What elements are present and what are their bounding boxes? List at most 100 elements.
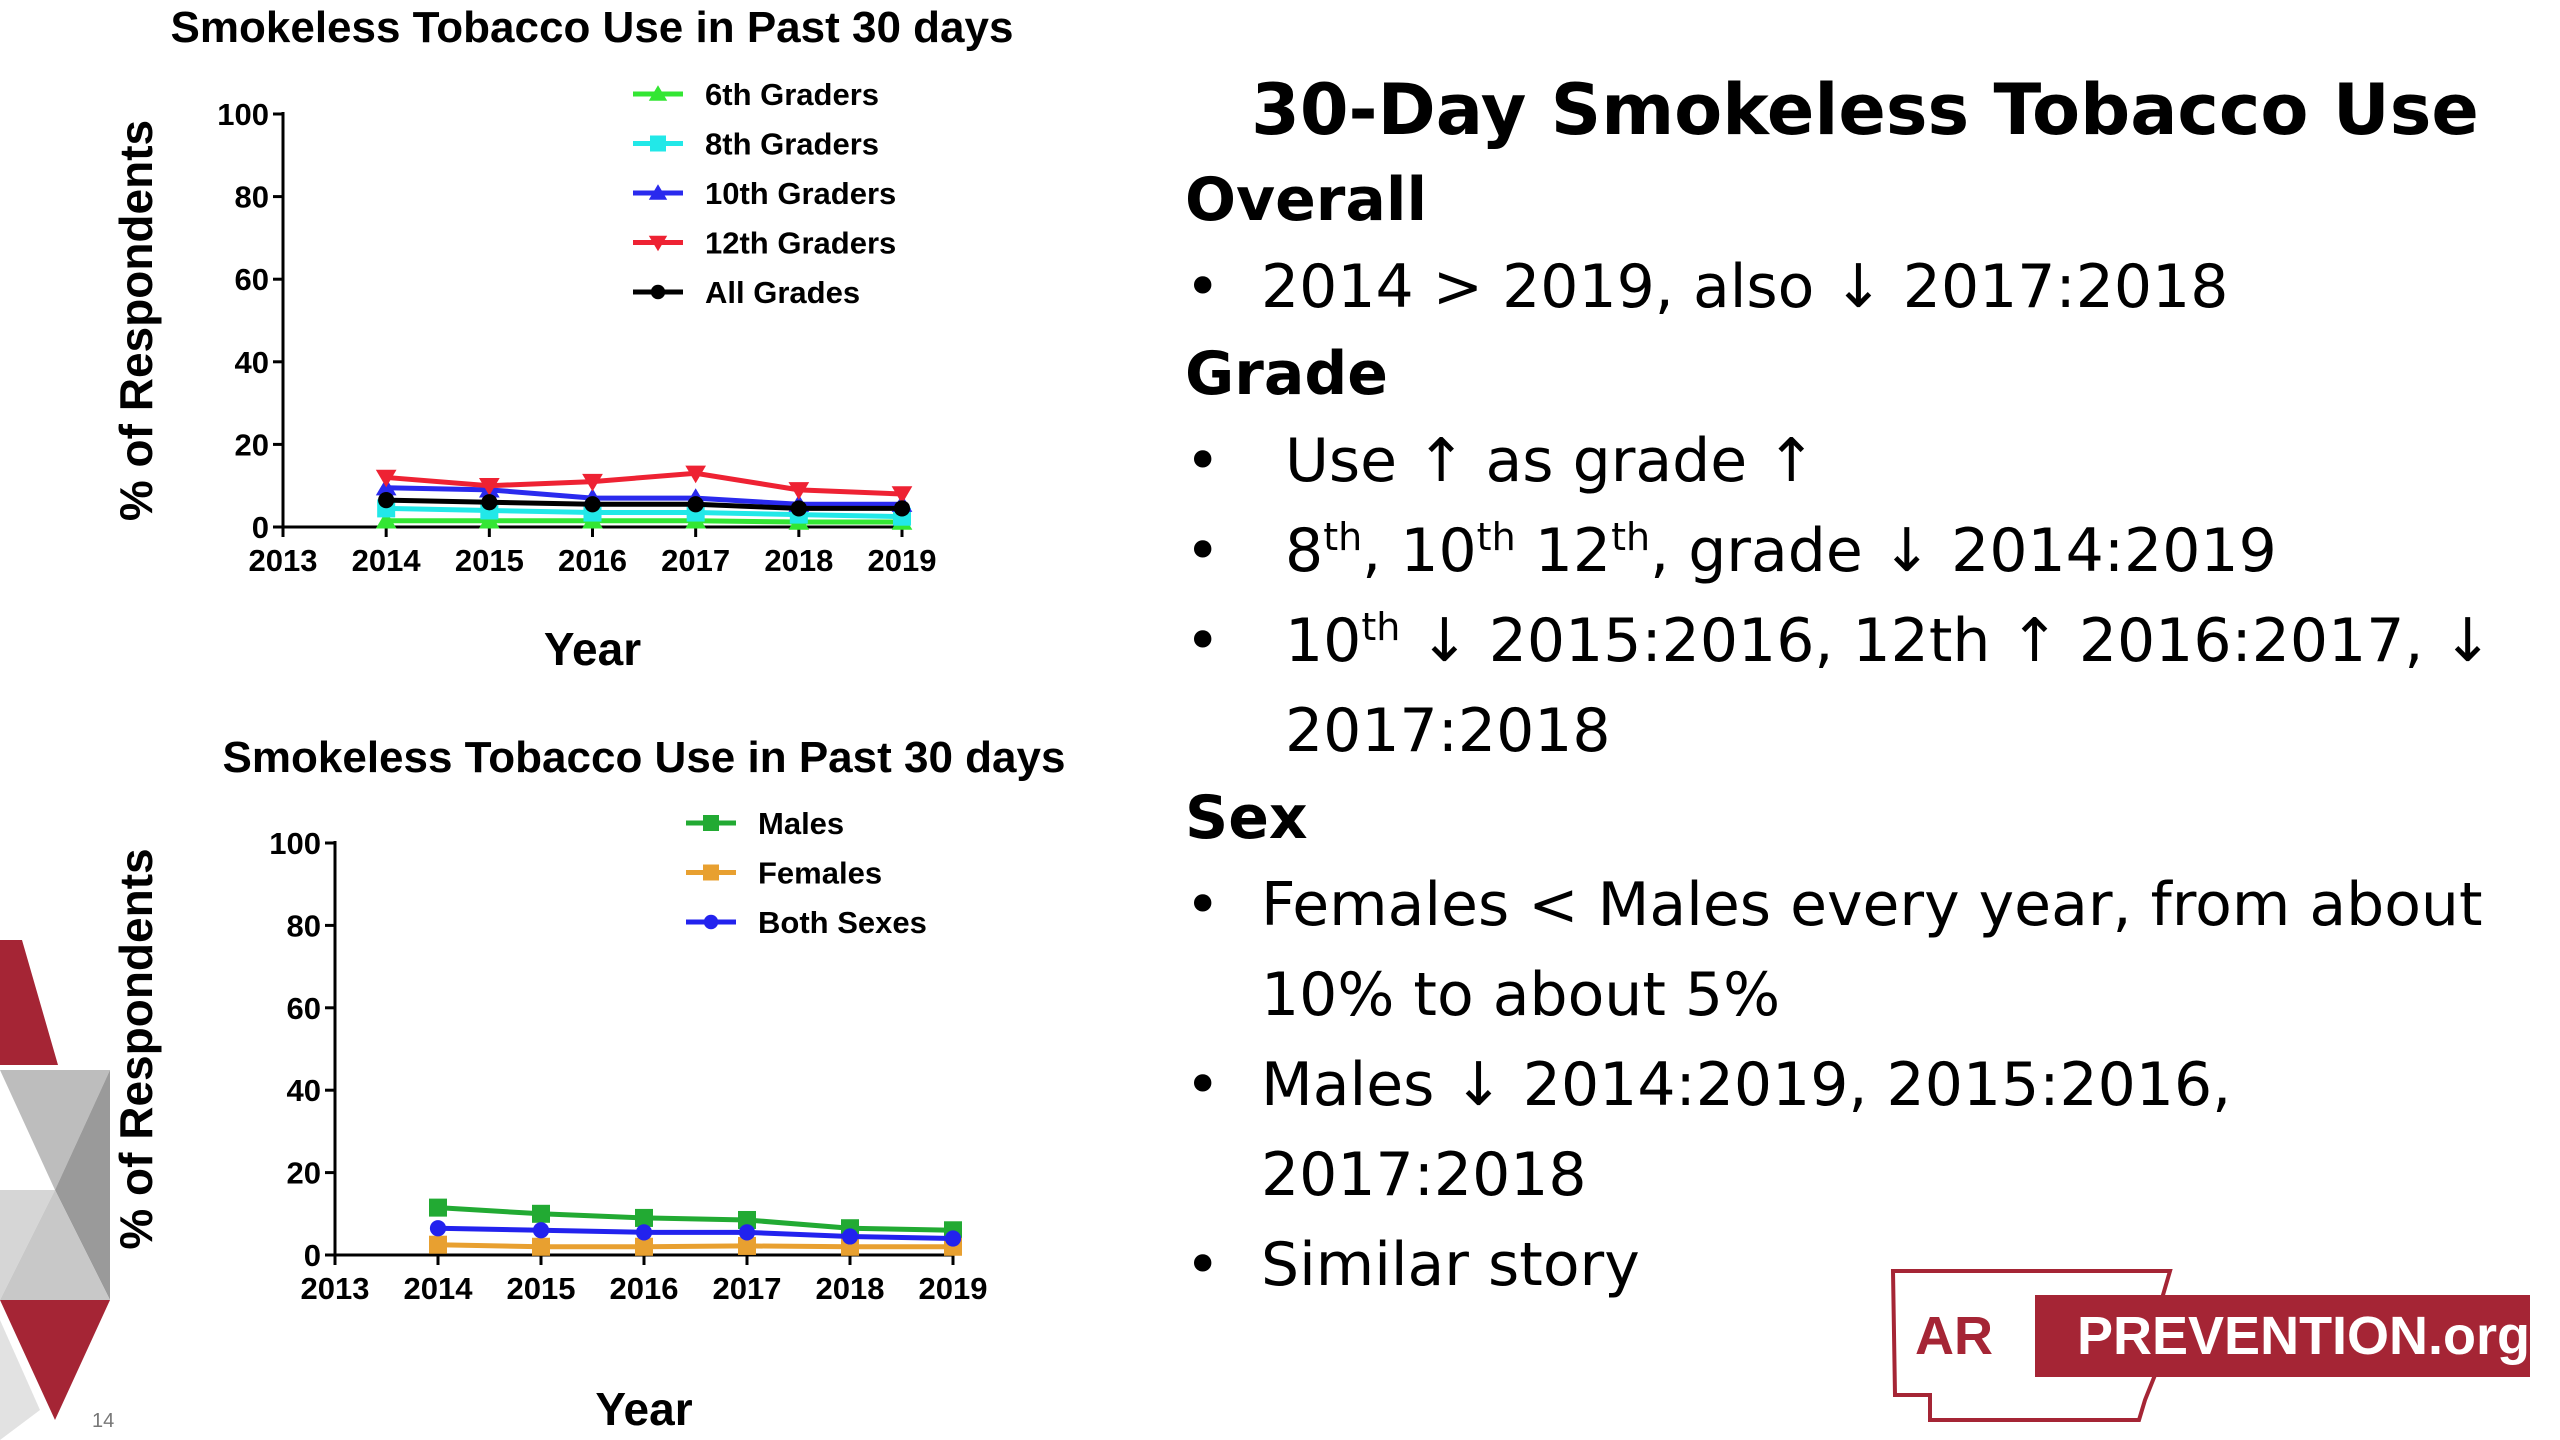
legend-marker	[648, 184, 668, 200]
logo-ar-text: AR	[1915, 1306, 1993, 1366]
data-point	[687, 496, 704, 513]
page-number: 14	[92, 1410, 115, 1432]
deco-triangle	[0, 1190, 110, 1300]
y-tick-label: 100	[269, 826, 321, 861]
grade-list: Use ↑ as grade ↑ 8th, 10th 12th, grade ↓…	[1185, 416, 2545, 776]
data-point	[841, 1228, 859, 1245]
legend-marker	[648, 235, 668, 252]
series-line	[386, 518, 902, 525]
legend-marker	[703, 914, 719, 930]
sex-list: Females < Males every year, from about 1…	[1185, 860, 2545, 1310]
y-tick-label: 80	[287, 908, 321, 943]
legend-label: 10th Graders	[705, 176, 896, 211]
y-tick-label: 60	[287, 991, 321, 1026]
legend-entry: 12th Graders	[633, 226, 896, 261]
series-line	[437, 1205, 954, 1233]
data-point	[685, 465, 707, 484]
series-line	[386, 505, 903, 520]
y-tick-label: 40	[287, 1073, 321, 1108]
chart-sex: Smokeless Tobacco Use in Past 30 days020…	[110, 733, 1066, 1435]
legend-label: 12th Graders	[705, 226, 896, 261]
data-point	[891, 486, 913, 504]
data-point	[582, 473, 603, 492]
legend-entry: All Grades	[633, 275, 860, 310]
decorative-triangles	[0, 940, 110, 1440]
arkansas-outline-icon	[1890, 1269, 2173, 1422]
data-point	[478, 478, 500, 496]
legend-label: Females	[758, 856, 882, 891]
slide-title: 30-Day Smokeless Tobacco Use	[1251, 69, 2479, 151]
x-tick-label: 2014	[352, 543, 422, 578]
data-point	[635, 1208, 653, 1227]
grade-bullet-2: 8th, 10th 12th, grade ↓ 2014:2019	[1185, 506, 2545, 596]
y-tick-label: 80	[235, 180, 269, 215]
x-tick-label: 2017	[661, 543, 730, 578]
x-tick-label: 2015	[507, 1271, 576, 1306]
data-point	[378, 492, 395, 509]
sex-bullet-3: Similar story	[1185, 1220, 2545, 1310]
legend-marker	[650, 135, 666, 152]
data-point	[788, 482, 810, 500]
legend-label: Males	[758, 806, 844, 841]
x-tick-label: 2016	[610, 1271, 679, 1306]
ar-prevention-logo: AR PREVENTION.org	[1885, 1265, 2560, 1425]
legend-marker	[703, 815, 719, 831]
deco-triangle	[0, 1300, 110, 1420]
data-point	[375, 510, 397, 529]
y-axis-label: % of Respondents	[110, 848, 162, 1249]
sex-bullet-2: Males ↓ 2014:2019, 2015:2016, 2017:2018	[1185, 1040, 2545, 1220]
y-tick-label: 0	[252, 510, 269, 545]
legend-entry: Females	[686, 856, 882, 891]
data-point	[584, 496, 601, 513]
text-panel: 30-Day Smokeless Tobacco Use Overall 201…	[1185, 62, 2545, 1310]
legend-label: Both Sexes	[758, 905, 927, 940]
y-axis-label: % of Respondents	[110, 120, 162, 521]
series-line	[386, 497, 902, 511]
series-line	[437, 1242, 953, 1250]
grade-bullet-3: 10th ↓ 2015:2016, 12th ↑ 2016:2017, ↓ 20…	[1185, 596, 2545, 776]
sex-heading: Sex	[1185, 783, 1308, 853]
series-line	[437, 1225, 954, 1242]
legend-marker	[648, 85, 668, 101]
data-point	[481, 494, 498, 511]
legend-entry: 8th Graders	[633, 127, 879, 162]
legend-marker	[650, 284, 666, 300]
data-point	[532, 1204, 550, 1223]
legend-marker	[703, 864, 719, 881]
series-all-grades	[378, 492, 911, 517]
x-tick-label: 2019	[868, 543, 937, 578]
y-tick-label: 100	[217, 97, 269, 132]
data-point	[738, 1224, 756, 1241]
data-point	[429, 1235, 447, 1254]
deco-triangle	[0, 940, 58, 1065]
deco-triangle	[0, 1320, 40, 1440]
data-point	[738, 1236, 756, 1255]
series-line	[385, 470, 903, 497]
y-tick-label: 40	[235, 345, 269, 380]
chart-grade: Smokeless Tobacco Use in Past 30 days 0 20…	[110, 3, 1014, 675]
overall-heading: Overall	[1185, 165, 1428, 235]
chart-title: Smokeless Tobacco Use in Past 30 days	[223, 733, 1066, 782]
y-tick-label: 0	[304, 1238, 321, 1273]
data-point	[635, 1224, 653, 1241]
logo-prevention-text: PREVENTION.org	[2077, 1306, 2531, 1366]
x-axis-label: Year	[595, 1383, 692, 1435]
deco-triangle	[55, 1070, 110, 1300]
data-point	[532, 1222, 550, 1239]
legend-entry: 6th Graders	[633, 77, 879, 112]
grade-bullet-1: Use ↑ as grade ↑	[1185, 416, 2545, 506]
x-tick-label: 2017	[713, 1271, 782, 1306]
x-tick-label: 2015	[455, 543, 524, 578]
data-point	[429, 1220, 447, 1237]
x-tick-label: 2018	[816, 1271, 885, 1306]
data-point	[429, 1198, 447, 1217]
deco-triangle	[0, 1070, 110, 1190]
legend-label: 6th Graders	[705, 77, 879, 112]
x-tick-label: 2013	[301, 1271, 370, 1306]
legend-label: 8th Graders	[705, 127, 879, 162]
logo-band: PREVENTION.org	[2035, 1295, 2530, 1377]
data-point	[790, 500, 807, 517]
series-12th-graders	[375, 465, 913, 504]
chart-title: Smokeless Tobacco Use in Past 30 days	[171, 3, 1014, 52]
